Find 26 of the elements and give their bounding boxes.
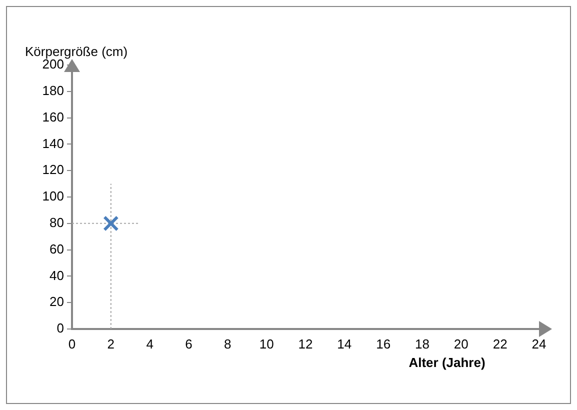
x-axis-title: Alter (Jahre) bbox=[408, 355, 486, 370]
x-tick-label: 10 bbox=[259, 336, 274, 352]
x-tick-label: 6 bbox=[185, 336, 192, 352]
y-tick-label: 0 bbox=[56, 320, 64, 336]
x-tick-label: 4 bbox=[146, 336, 154, 352]
x-tick-label: 0 bbox=[68, 336, 76, 352]
x-tick-label: 20 bbox=[454, 336, 468, 352]
x-tick-label: 16 bbox=[376, 336, 391, 352]
x-tick-label: 14 bbox=[337, 336, 352, 352]
y-tick-label: 40 bbox=[50, 268, 64, 283]
x-tick-label: 2 bbox=[107, 336, 115, 352]
x-tick-label: 8 bbox=[224, 336, 232, 352]
y-tick-label: 200 bbox=[42, 56, 64, 72]
x-tick-label: 12 bbox=[298, 336, 313, 352]
y-tick-label: 60 bbox=[50, 241, 64, 256]
y-tick-label: 140 bbox=[42, 136, 64, 151]
y-tick-label: 80 bbox=[50, 214, 64, 230]
y-tick-label: 120 bbox=[42, 162, 64, 178]
y-tick-label: 180 bbox=[42, 82, 64, 98]
x-tick-label: 22 bbox=[492, 336, 508, 352]
y-tick-label: 160 bbox=[42, 109, 64, 124]
x-tick-label: 24 bbox=[532, 336, 546, 352]
y-axis-title: Körpergröße (cm) bbox=[25, 44, 128, 59]
y-tick-label: 20 bbox=[50, 294, 64, 310]
y-tick-label: 100 bbox=[42, 188, 64, 204]
x-tick-label: 18 bbox=[415, 336, 430, 352]
